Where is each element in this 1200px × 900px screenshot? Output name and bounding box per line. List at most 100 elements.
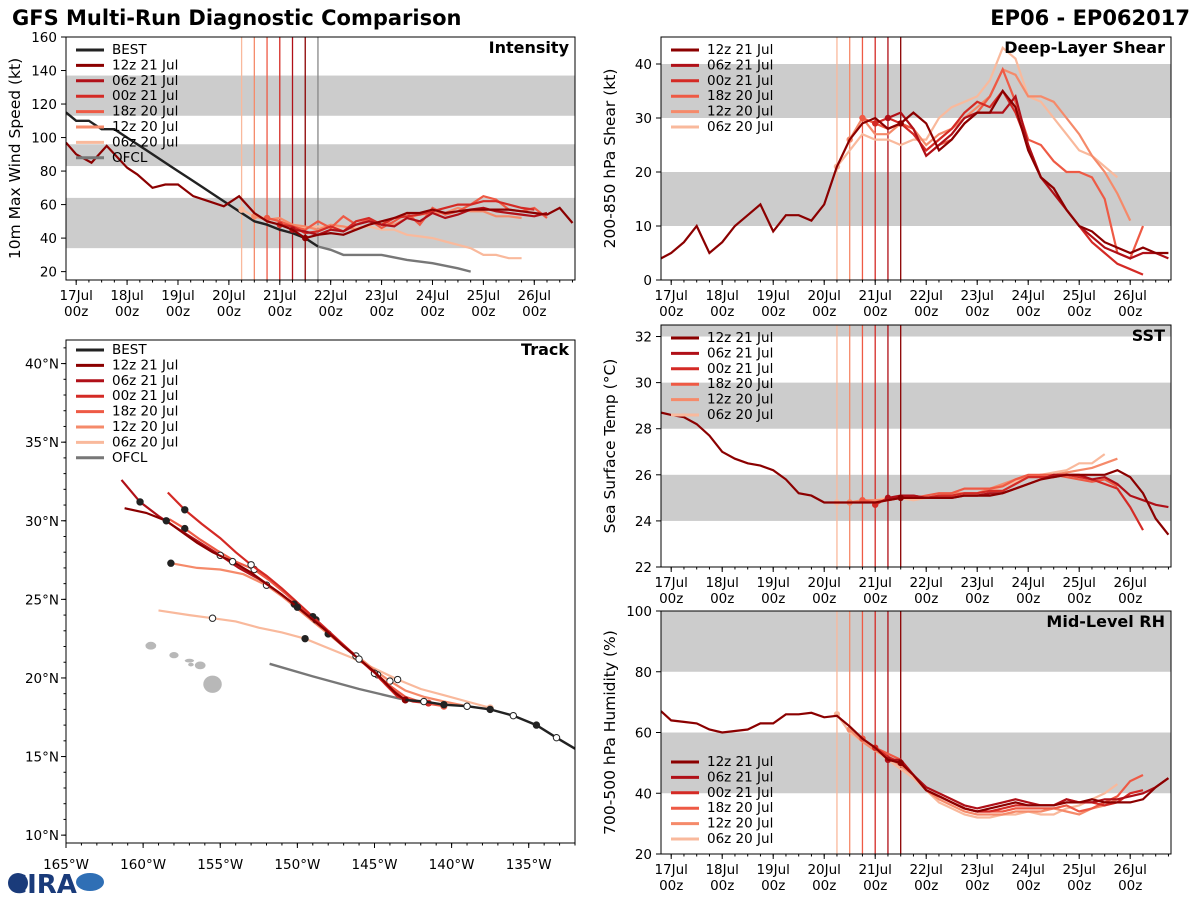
y-axis-label: 10m Max Wind Speed (kt) <box>6 58 24 259</box>
legend-label: 12z 21 Jul <box>112 57 178 73</box>
x-tick-label: 00z <box>710 304 734 320</box>
track-position-marker <box>136 498 144 506</box>
island-shape <box>169 652 179 659</box>
legend-label: 06z 21 Jul <box>112 373 178 389</box>
climatology-band <box>661 382 1171 429</box>
x-tick-label: 00z <box>319 304 343 320</box>
x-tick-label: 00z <box>710 591 734 607</box>
best-position-marker <box>552 733 561 742</box>
series-init-point <box>897 120 904 127</box>
series-init-point <box>859 114 866 122</box>
x-tick-label: 00z <box>659 304 683 320</box>
x-tick-label: 00z <box>863 304 887 320</box>
y-tick-label: 26 <box>635 468 652 484</box>
x-tick-label: 00z <box>1118 304 1142 320</box>
legend-label: 00z 21 Jul <box>112 88 178 104</box>
x-tick-label: 17Jul <box>59 288 92 304</box>
legend-label: 12z 21 Jul <box>707 42 773 58</box>
series-line <box>661 89 1169 260</box>
lon-tick-label: 160°W <box>120 857 166 873</box>
legend-label: 18z 20 Jul <box>707 376 773 392</box>
legend-label: 00z 21 Jul <box>707 785 773 801</box>
x-tick-label: 00z <box>761 591 785 607</box>
x-tick-label: 20Jul <box>807 288 840 304</box>
series-init-point <box>302 234 309 242</box>
x-tick-label: 00z <box>914 878 938 894</box>
intensity-panel: 2040608010012014016017Jul00z18Jul00z19Ju… <box>6 30 576 320</box>
plot-area <box>661 37 1171 280</box>
y-tick-label: 20 <box>635 847 652 863</box>
axes-frame <box>660 324 1172 568</box>
legend-label: 12z 21 Jul <box>707 330 773 346</box>
x-tick-label: 26Jul <box>1113 288 1146 304</box>
lon-tick-label: 165°W <box>43 857 89 873</box>
series-init-point <box>238 206 245 213</box>
best-position-marker <box>486 705 494 714</box>
legend-label: 18z 20 Jul <box>112 104 178 120</box>
x-tick-label: 24Jul <box>1011 862 1044 878</box>
x-tick-label: 18Jul <box>705 862 738 878</box>
track-position-marker <box>228 557 237 566</box>
series-line <box>279 200 535 235</box>
x-tick-label: 00z <box>522 304 546 320</box>
y-tick-label: 60 <box>40 198 57 214</box>
island-shape <box>145 641 157 650</box>
cira-logo-mark <box>8 873 28 893</box>
figure-title: GFS Multi-Run Diagnostic Comparison <box>12 6 461 30</box>
legend-label: 12z 20 Jul <box>112 119 178 135</box>
x-tick-label: 24Jul <box>416 288 449 304</box>
x-tick-label: 00z <box>659 591 683 607</box>
x-tick-label: 00z <box>1067 304 1091 320</box>
legend-label: 06z 20 Jul <box>112 434 178 450</box>
lon-tick-label: 135°W <box>506 857 552 873</box>
plot-area <box>661 611 1171 854</box>
x-tick-label: 00z <box>1016 878 1040 894</box>
x-tick-label: 22Jul <box>909 288 942 304</box>
legend-label: 12z 20 Jul <box>112 419 178 435</box>
cira-logo-text: CIRA <box>8 870 77 900</box>
legend-label: 12z 21 Jul <box>112 357 178 373</box>
x-tick-label: 20Jul <box>212 288 245 304</box>
storm-id-label: EP06 - EP062017 <box>990 6 1190 30</box>
x-tick-label: 00z <box>965 878 989 894</box>
forecast-track-line <box>158 609 491 709</box>
x-tick-label: 00z <box>761 304 785 320</box>
axes-frame <box>65 36 576 281</box>
x-tick-label: 00z <box>863 591 887 607</box>
legend-label: 18z 20 Jul <box>707 88 773 104</box>
legend-label: 06z 21 Jul <box>707 769 773 785</box>
series-line <box>887 93 1169 260</box>
x-tick-label: 26Jul <box>1113 862 1146 878</box>
series-line <box>661 710 1170 813</box>
lat-tick-label: 20°N <box>25 671 59 687</box>
climatology-band <box>661 325 1171 337</box>
x-tick-label: 00z <box>64 304 88 320</box>
track-position-marker <box>301 634 309 643</box>
series-init-point <box>897 759 904 767</box>
series-init-point <box>897 494 904 502</box>
panel-title: SST <box>1132 326 1165 345</box>
track-position-marker <box>355 655 363 663</box>
series-init-point <box>872 120 879 127</box>
y-tick-label: 28 <box>635 422 652 438</box>
forecast-track-line <box>167 491 429 705</box>
series-line <box>836 45 1119 179</box>
y-tick-label: 30 <box>635 376 652 392</box>
climatology-band <box>66 75 575 116</box>
x-tick-label: 25Jul <box>1062 288 1095 304</box>
x-tick-label: 18Jul <box>705 575 738 591</box>
best-position-marker <box>532 721 541 729</box>
y-tick-label: 22 <box>635 560 652 576</box>
x-tick-label: 23Jul <box>960 288 993 304</box>
x-tick-label: 19Jul <box>756 575 789 591</box>
shear-panel: 01020304017Jul00z18Jul00z19Jul00z20Jul00… <box>601 36 1172 320</box>
x-tick-label: 00z <box>1067 878 1091 894</box>
x-tick-label: 00z <box>914 591 938 607</box>
y-tick-label: 24 <box>635 514 652 530</box>
legend-label: 12z 20 Jul <box>707 392 773 408</box>
track-position-marker <box>393 675 402 684</box>
x-tick-label: 00z <box>115 304 139 320</box>
map-frame <box>65 339 576 844</box>
x-tick-label: 26Jul <box>1113 575 1146 591</box>
best-position-marker <box>509 711 518 720</box>
